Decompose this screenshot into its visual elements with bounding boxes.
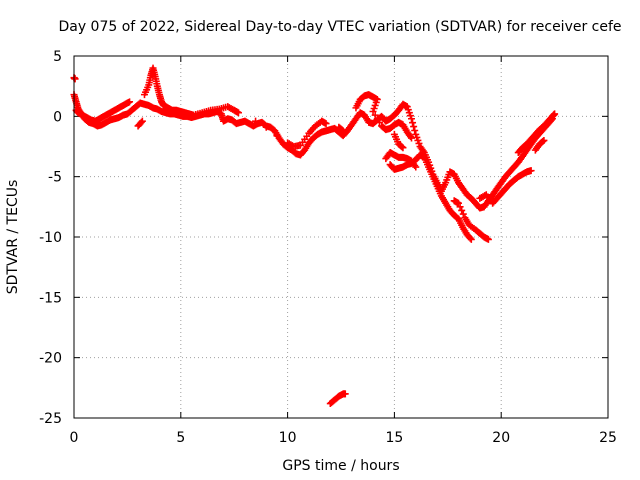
- data-point-marker: [409, 119, 417, 127]
- data-point-marker: [322, 120, 330, 128]
- data-point-marker: [411, 127, 419, 135]
- y-tick-label: -20: [39, 351, 62, 367]
- data-point-marker: [338, 126, 346, 134]
- data-point-marker: [458, 206, 466, 214]
- data-point-marker: [527, 167, 535, 175]
- data-points: [70, 64, 559, 408]
- y-tick-label: 5: [53, 49, 62, 65]
- y-tick-label: 0: [53, 109, 62, 125]
- data-point-marker: [371, 111, 379, 119]
- chart-title: Day 075 of 2022, Sidereal Day-to-day VTE…: [58, 19, 621, 35]
- data-point-marker: [540, 136, 548, 144]
- data-point-marker: [273, 132, 281, 140]
- data-point-marker: [375, 118, 383, 126]
- y-tick-label: -15: [39, 290, 62, 306]
- y-tick-label: -10: [39, 230, 62, 246]
- data-point-marker: [459, 210, 467, 218]
- x-tick-label: 25: [599, 430, 617, 446]
- x-tick-label: 5: [176, 430, 185, 446]
- data-point-marker: [551, 110, 559, 118]
- data-point-marker: [467, 235, 475, 243]
- data-point-marker: [126, 98, 134, 106]
- data-point-marker: [373, 115, 381, 123]
- data-point-marker: [484, 235, 492, 243]
- y-tick-label: -5: [48, 170, 62, 186]
- data-point-marker: [466, 234, 474, 242]
- x-tick-label: 0: [70, 430, 79, 446]
- y-axis-label: SDTVAR / TECUs: [5, 180, 21, 295]
- data-point-marker: [456, 203, 464, 211]
- y-tick-label: -25: [39, 411, 62, 427]
- x-tick-label: 20: [492, 430, 510, 446]
- data-point-marker: [407, 115, 415, 123]
- data-point-marker: [539, 137, 547, 145]
- x-tick-label: 10: [279, 430, 297, 446]
- data-point-marker: [137, 118, 145, 126]
- x-tick-label: 15: [385, 430, 403, 446]
- data-point-marker: [412, 163, 420, 171]
- data-point-marker: [407, 134, 415, 142]
- data-point-marker: [398, 143, 406, 151]
- data-point-marker: [369, 108, 377, 116]
- plot-frame: [73, 55, 609, 419]
- data-point-marker: [252, 117, 260, 125]
- data-point-marker: [454, 199, 462, 207]
- data-point-marker: [406, 133, 414, 141]
- data-point-marker: [341, 390, 349, 398]
- data-point-marker: [262, 123, 270, 131]
- data-point-marker: [399, 144, 407, 152]
- data-point-marker: [339, 127, 347, 135]
- axis-ticks: 0 5 10 15 20 25 5 0 -5 -10 -15 -20 -25: [39, 49, 617, 446]
- data-point-marker: [71, 75, 79, 83]
- series-group: [70, 64, 559, 408]
- x-axis-label: GPS time / hours: [282, 458, 399, 474]
- data-point-marker: [234, 109, 242, 117]
- data-point-marker: [410, 123, 418, 131]
- data-point-marker: [138, 117, 146, 125]
